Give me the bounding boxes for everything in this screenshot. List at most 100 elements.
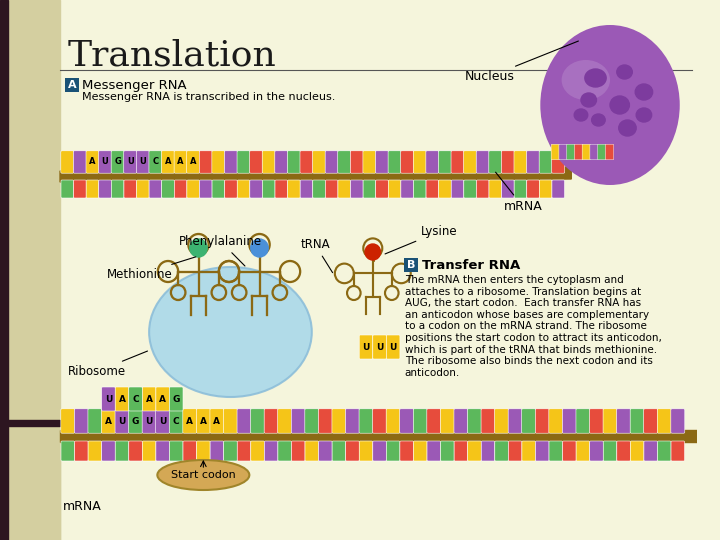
- FancyBboxPatch shape: [489, 151, 502, 173]
- Text: Phenylalanine: Phenylalanine: [179, 235, 262, 266]
- FancyBboxPatch shape: [275, 151, 288, 173]
- FancyBboxPatch shape: [508, 441, 522, 461]
- Text: Messenger RNA: Messenger RNA: [82, 79, 187, 92]
- Polygon shape: [60, 167, 571, 182]
- FancyBboxPatch shape: [644, 441, 657, 461]
- FancyBboxPatch shape: [156, 387, 169, 411]
- FancyBboxPatch shape: [115, 409, 129, 433]
- Ellipse shape: [635, 84, 652, 100]
- FancyBboxPatch shape: [476, 151, 489, 173]
- FancyBboxPatch shape: [225, 151, 238, 173]
- FancyBboxPatch shape: [210, 441, 224, 461]
- FancyBboxPatch shape: [495, 441, 508, 461]
- FancyBboxPatch shape: [590, 144, 598, 160]
- Text: A: A: [200, 416, 207, 426]
- FancyBboxPatch shape: [312, 180, 325, 198]
- FancyBboxPatch shape: [401, 151, 414, 173]
- FancyBboxPatch shape: [129, 409, 143, 433]
- Text: U: U: [145, 416, 153, 426]
- Bar: [0, 0, 60, 540]
- FancyBboxPatch shape: [388, 151, 401, 173]
- Ellipse shape: [610, 96, 629, 114]
- FancyBboxPatch shape: [86, 151, 99, 173]
- FancyBboxPatch shape: [264, 409, 278, 433]
- FancyBboxPatch shape: [359, 409, 373, 433]
- FancyBboxPatch shape: [197, 409, 210, 433]
- FancyBboxPatch shape: [338, 151, 351, 173]
- FancyBboxPatch shape: [426, 180, 438, 198]
- Text: U: U: [102, 158, 109, 166]
- FancyBboxPatch shape: [514, 180, 527, 198]
- FancyBboxPatch shape: [88, 409, 102, 433]
- FancyBboxPatch shape: [451, 151, 464, 173]
- Text: U: U: [118, 416, 126, 426]
- FancyBboxPatch shape: [124, 151, 137, 173]
- FancyBboxPatch shape: [630, 409, 644, 433]
- FancyBboxPatch shape: [522, 441, 536, 461]
- FancyBboxPatch shape: [351, 180, 363, 198]
- FancyBboxPatch shape: [111, 151, 124, 173]
- FancyBboxPatch shape: [112, 180, 124, 198]
- FancyBboxPatch shape: [102, 409, 115, 433]
- FancyBboxPatch shape: [400, 409, 414, 433]
- FancyBboxPatch shape: [225, 180, 237, 198]
- Text: G: G: [132, 416, 139, 426]
- FancyBboxPatch shape: [199, 151, 212, 173]
- Text: A: A: [213, 416, 220, 426]
- FancyBboxPatch shape: [387, 441, 400, 461]
- FancyBboxPatch shape: [162, 180, 174, 198]
- FancyBboxPatch shape: [156, 409, 170, 433]
- FancyBboxPatch shape: [292, 409, 305, 433]
- Text: A: A: [145, 395, 153, 403]
- FancyBboxPatch shape: [325, 151, 338, 173]
- FancyBboxPatch shape: [481, 441, 495, 461]
- FancyBboxPatch shape: [438, 180, 451, 198]
- FancyBboxPatch shape: [582, 144, 590, 160]
- Ellipse shape: [575, 109, 588, 121]
- FancyBboxPatch shape: [332, 441, 346, 461]
- FancyBboxPatch shape: [223, 409, 238, 433]
- FancyBboxPatch shape: [644, 409, 657, 433]
- FancyBboxPatch shape: [142, 409, 156, 433]
- FancyBboxPatch shape: [275, 180, 287, 198]
- FancyBboxPatch shape: [305, 441, 318, 461]
- FancyBboxPatch shape: [305, 409, 319, 433]
- FancyBboxPatch shape: [102, 441, 115, 461]
- FancyBboxPatch shape: [197, 441, 210, 461]
- FancyBboxPatch shape: [99, 180, 112, 198]
- FancyBboxPatch shape: [156, 441, 169, 461]
- FancyBboxPatch shape: [567, 144, 575, 160]
- Ellipse shape: [585, 69, 606, 87]
- FancyBboxPatch shape: [61, 180, 73, 198]
- FancyBboxPatch shape: [169, 409, 183, 433]
- Text: B: B: [407, 260, 415, 269]
- FancyBboxPatch shape: [657, 409, 671, 433]
- FancyBboxPatch shape: [481, 409, 495, 433]
- FancyBboxPatch shape: [86, 180, 99, 198]
- Text: A: A: [159, 395, 166, 403]
- FancyBboxPatch shape: [183, 441, 197, 461]
- FancyBboxPatch shape: [616, 409, 631, 433]
- FancyBboxPatch shape: [137, 180, 149, 198]
- FancyBboxPatch shape: [549, 441, 562, 461]
- FancyBboxPatch shape: [539, 180, 552, 198]
- Bar: [0, 420, 60, 426]
- FancyBboxPatch shape: [489, 180, 502, 198]
- FancyBboxPatch shape: [514, 151, 527, 173]
- FancyBboxPatch shape: [292, 441, 305, 461]
- FancyBboxPatch shape: [502, 180, 514, 198]
- FancyBboxPatch shape: [562, 441, 576, 461]
- Text: A: A: [186, 416, 193, 426]
- Text: G: G: [114, 158, 121, 166]
- Circle shape: [251, 239, 269, 257]
- FancyBboxPatch shape: [413, 409, 427, 433]
- FancyBboxPatch shape: [527, 180, 539, 198]
- FancyBboxPatch shape: [454, 441, 468, 461]
- Text: A: A: [68, 79, 76, 90]
- FancyBboxPatch shape: [212, 151, 225, 173]
- FancyBboxPatch shape: [174, 151, 187, 173]
- FancyBboxPatch shape: [536, 441, 549, 461]
- FancyBboxPatch shape: [376, 151, 389, 173]
- FancyBboxPatch shape: [359, 441, 373, 461]
- FancyBboxPatch shape: [264, 441, 278, 461]
